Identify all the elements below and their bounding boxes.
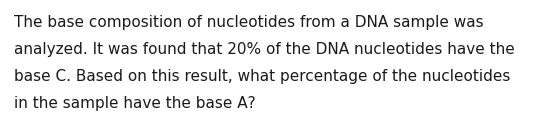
Text: base C. Based on this result, what percentage of the nucleotides: base C. Based on this result, what perce…	[14, 69, 511, 84]
Text: The base composition of nucleotides from a DNA sample was: The base composition of nucleotides from…	[14, 15, 484, 30]
Text: in the sample have the base A?: in the sample have the base A?	[14, 96, 256, 111]
Text: analyzed. It was found that 20% of the DNA nucleotides have the: analyzed. It was found that 20% of the D…	[14, 42, 514, 57]
